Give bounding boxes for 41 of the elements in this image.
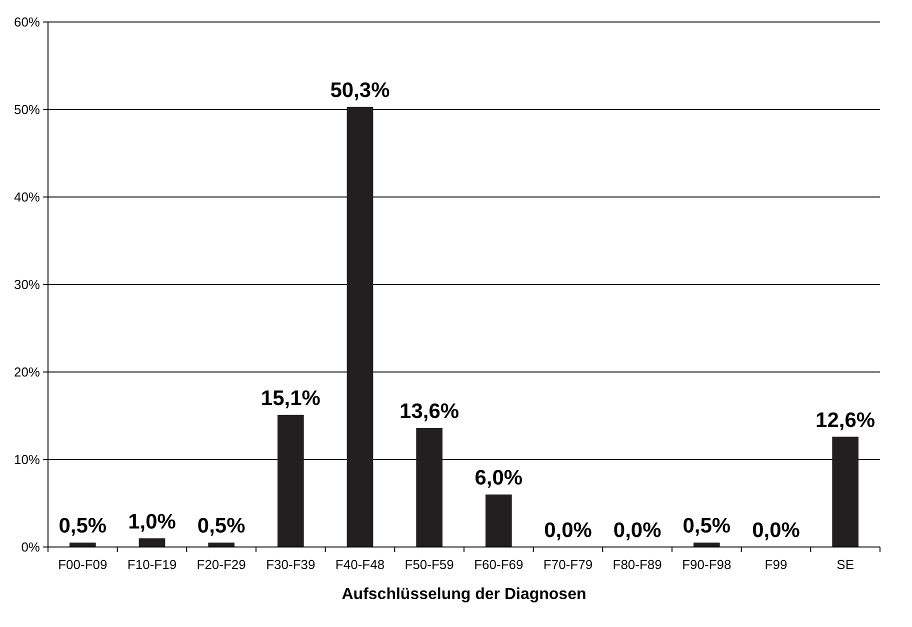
- x-tick-label: F50-F59: [404, 557, 454, 572]
- bar: [208, 542, 235, 547]
- x-tick-label: F90-F98: [682, 557, 732, 572]
- data-label: 0,0%: [613, 519, 662, 542]
- data-label: 50,3%: [330, 78, 390, 102]
- y-tick-label: 0%: [21, 540, 40, 555]
- bar: [485, 494, 512, 547]
- y-tick-label: 60%: [14, 14, 40, 30]
- bar: [138, 538, 166, 547]
- data-label: 0,5%: [58, 514, 107, 538]
- y-tick-label: 50%: [14, 102, 40, 118]
- data-label: 0,0%: [544, 519, 592, 542]
- x-tick-label: F70-F79: [543, 557, 593, 572]
- data-label: 0,5%: [197, 514, 246, 538]
- x-tick-label: F40-F48: [335, 557, 385, 572]
- bar: [346, 106, 374, 547]
- x-tick-label: F20-F29: [196, 557, 246, 572]
- x-tick-label: F10-F19: [127, 557, 177, 572]
- x-tick-label: F99: [764, 557, 788, 572]
- data-label: 13,6%: [400, 400, 460, 423]
- y-tick-label: 30%: [14, 277, 40, 292]
- y-tick-label: 10%: [14, 452, 40, 468]
- x-axis-title: Aufschlüsselung der Diagnosen: [342, 586, 586, 603]
- bar: [69, 542, 96, 547]
- bar: [416, 428, 443, 547]
- x-tick-label: F80-F89: [612, 557, 662, 572]
- data-label: 15,1%: [260, 386, 321, 410]
- bar: [693, 542, 720, 547]
- x-tick-label: F60-F69: [474, 557, 524, 572]
- x-tick-label: F30-F39: [266, 557, 316, 572]
- data-label: 12,6%: [816, 408, 876, 432]
- data-label: 1,0%: [128, 510, 176, 534]
- data-label: 0,0%: [752, 519, 800, 542]
- y-tick-label: 20%: [14, 364, 40, 380]
- data-label: 0,5%: [682, 514, 731, 538]
- bar: [832, 436, 859, 547]
- x-tick-label: SE: [836, 557, 854, 572]
- x-tick-label: F00-F09: [58, 557, 108, 572]
- y-tick-label: 40%: [14, 190, 40, 205]
- bar: [277, 414, 304, 547]
- data-label: 6,0%: [474, 466, 523, 490]
